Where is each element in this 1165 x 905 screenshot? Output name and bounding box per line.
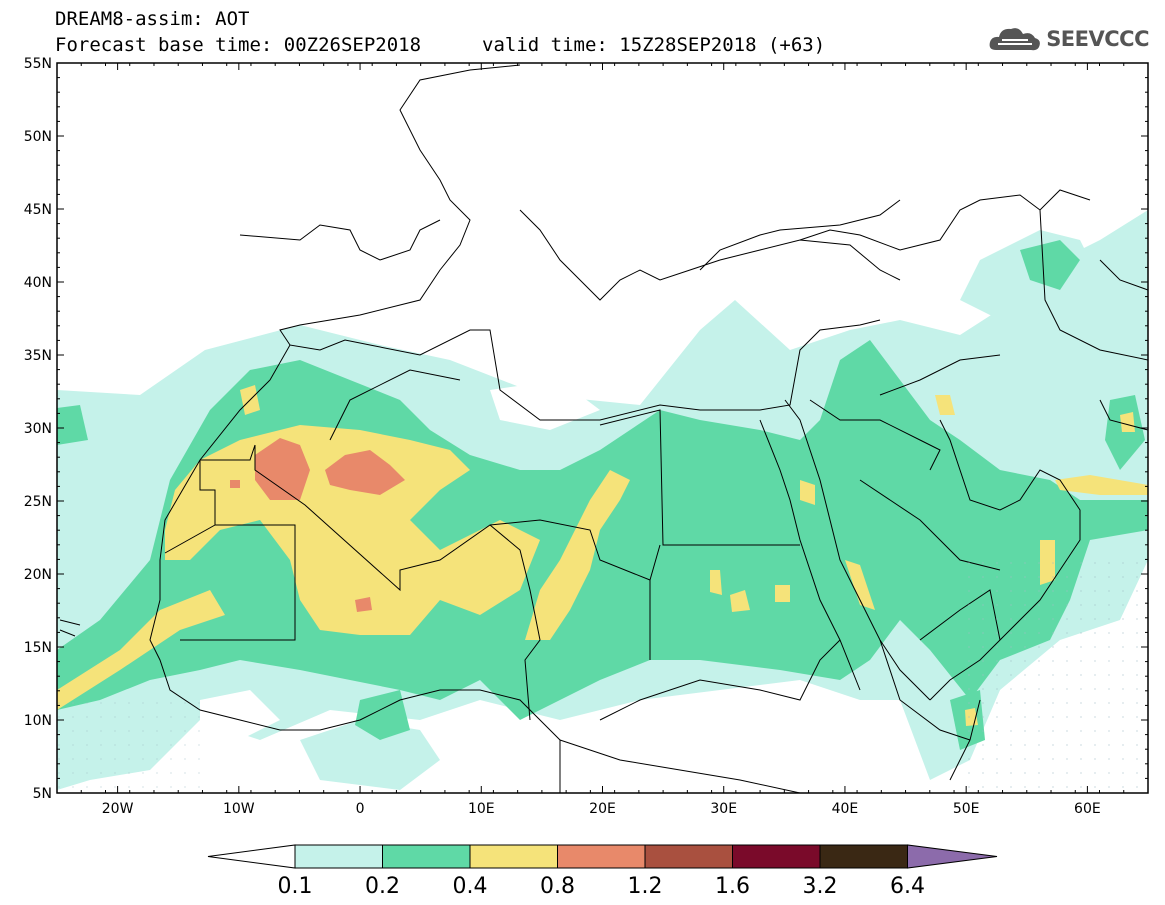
cloud-logo-icon: [989, 28, 1041, 51]
map-title: DREAM8-assim: AOT: [55, 8, 250, 30]
colorbar-under-arrow: [207, 844, 296, 869]
lon-tick-label: 20W: [102, 801, 134, 817]
aot-field: [57, 63, 1148, 793]
longitude-axis: 20W 10W 0 10E 20E 30E 40E 50E 60E: [56, 63, 1149, 817]
colorbar-swatch: [819, 844, 908, 869]
lat-tick-label: 55N: [24, 56, 52, 72]
lat-tick-label: 10N: [24, 713, 52, 729]
lat-tick-label: 15N: [24, 640, 52, 656]
seevccc-logo: SEEVCCC: [988, 22, 1149, 56]
colorbar-level-label: 6.4: [890, 874, 925, 899]
lon-tick-label: 40E: [832, 801, 859, 817]
colorbar-level-label: 1.2: [628, 874, 663, 899]
lat-tick-label: 25N: [24, 494, 52, 510]
lon-tick-label: 20E: [589, 801, 616, 817]
colorbar-level-label: 0.4: [453, 874, 488, 899]
lon-tick-label: 30E: [710, 801, 737, 817]
colorbar-swatch: [644, 844, 733, 869]
lat-tick-label: 5N: [33, 786, 52, 802]
lat-tick-label: 50N: [24, 129, 52, 145]
colorbar-level-label: 3.2: [803, 874, 838, 899]
colorbar-level-label: 0.2: [365, 874, 400, 899]
valid-time: valid time: 15Z28SEP2018 (+63): [482, 34, 826, 56]
colorbar-swatch: [382, 844, 471, 869]
lat-tick-label: 30N: [24, 421, 52, 437]
lat-tick-label: 35N: [24, 348, 52, 364]
lon-tick-label: 0: [356, 801, 365, 817]
lat-tick-label: 20N: [24, 567, 52, 583]
colorbar-over-arrow: [907, 844, 998, 869]
forecast-base-time: Forecast base time: 00Z26SEP2018: [55, 34, 422, 56]
lat-tick-label: 40N: [24, 275, 52, 291]
colorbar-level-label: 0.1: [278, 874, 313, 899]
colorbar-swatch: [294, 844, 383, 869]
lat-tick-label: 45N: [24, 202, 52, 218]
colorbar-swatch: [469, 844, 558, 869]
lon-tick-label: 60E: [1074, 801, 1101, 817]
lon-tick-label: 10E: [468, 801, 495, 817]
colorbar: 0.1 0.2 0.4 0.8 1.2 1.6 3.2 6.4: [207, 844, 998, 899]
latitude-axis: 55N 50N 45N 40N 35N 30N 25N 20N 15N 10N 5N: [24, 56, 1148, 802]
colorbar-level-label: 0.8: [540, 874, 575, 899]
logo-text: SEEVCCC: [1046, 27, 1149, 51]
colorbar-swatch: [732, 844, 821, 869]
lon-tick-label: 50E: [953, 801, 980, 817]
colorbar-swatch: [557, 844, 646, 869]
aot-level-0.8: [230, 438, 405, 612]
lon-tick-label: 10W: [223, 801, 255, 817]
colorbar-level-label: 1.6: [715, 874, 750, 899]
